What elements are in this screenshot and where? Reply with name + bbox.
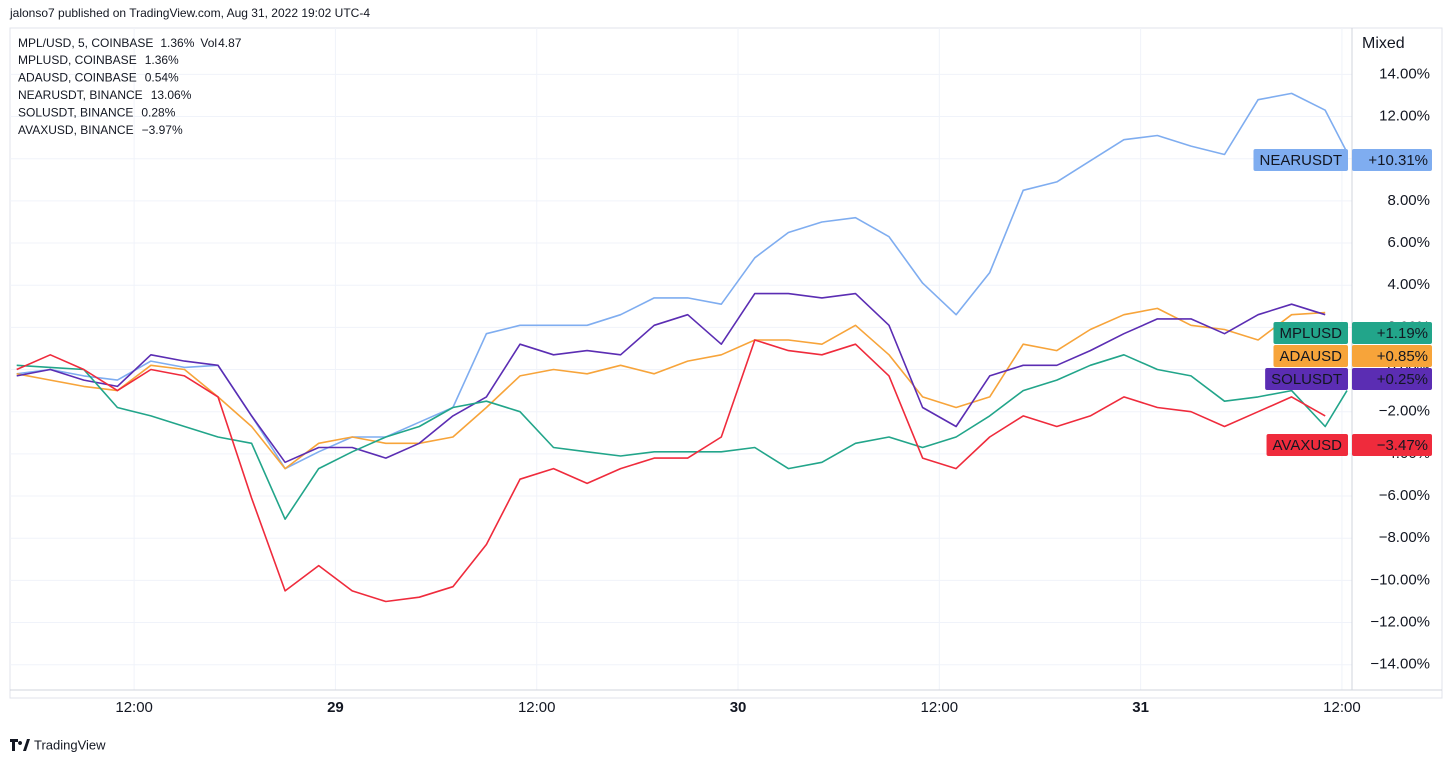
series-line — [16, 307, 1326, 470]
x-tick-label: 30 — [730, 699, 747, 716]
tag-name-bg — [1266, 434, 1348, 456]
tag-name: SOLUSDT — [1271, 371, 1342, 388]
x-tick-label: 12:00 — [1323, 699, 1361, 716]
tag-value-bg — [1352, 149, 1432, 171]
y-tick-label: −8.00% — [1379, 529, 1430, 546]
legend-value: 1.36% — [145, 53, 179, 67]
logo — [10, 739, 30, 751]
tag-name: ADAUSD — [1279, 348, 1342, 365]
grid — [10, 28, 1352, 690]
series-line — [16, 339, 1326, 603]
legend-value: −3.97% — [142, 123, 183, 137]
tag-name-bg — [1253, 149, 1348, 171]
x-tick-label: 12:00 — [115, 699, 153, 716]
legend-entry: SOLUSDT, BINANCE — [18, 106, 133, 120]
brand: TradingView — [34, 737, 106, 752]
tag-value-bg — [1352, 345, 1432, 367]
y-tick-label: −2.00% — [1379, 403, 1430, 420]
plot — [16, 92, 1348, 603]
tag-value: −3.47% — [1377, 437, 1428, 454]
y-tick-label: 6.00% — [1387, 234, 1430, 251]
tag-name-bg — [1273, 345, 1348, 367]
legend-entry: ADAUSD, COINBASE — [18, 71, 137, 85]
tag-value: +10.31% — [1368, 152, 1428, 169]
legend-change: 1.36% — [160, 36, 194, 50]
series-line — [16, 92, 1348, 470]
tag-value-bg — [1352, 322, 1432, 344]
x-tick-label: 31 — [1132, 699, 1149, 716]
legend-vol-label: Vol — [200, 36, 217, 50]
scale-mode[interactable]: Mixed — [1362, 35, 1405, 52]
y-tick-label: −14.00% — [1370, 656, 1430, 673]
y-tick-label: 4.00% — [1387, 276, 1430, 293]
tag-value-bg — [1352, 368, 1432, 390]
legend-value: 13.06% — [151, 88, 192, 102]
legend-symbol: MPL/USD, 5, COINBASE — [18, 36, 153, 50]
legend: MPL/USD, 5, COINBASE 1.36% Vol 4.87 MPLUSD, … — [18, 36, 242, 137]
y-tick-label: 8.00% — [1387, 192, 1430, 209]
publish-note: jalonso7 published on TradingView.com, A… — [9, 6, 370, 20]
legend-entry: MPLUSD, COINBASE — [18, 53, 137, 67]
x-tick-label: 12:00 — [921, 699, 959, 716]
tag-name-bg — [1265, 368, 1348, 390]
legend-vol-value: 4.87 — [218, 36, 242, 50]
tag-value: +0.25% — [1377, 371, 1428, 388]
series-line — [16, 354, 1348, 520]
y-tick-label: −12.00% — [1370, 614, 1430, 631]
legend-entry: NEARUSDT, BINANCE — [18, 88, 143, 102]
price-tags: NEARUSDT +10.31% MPLUSD +1.19% ADAUSD +0.85% S… — [1253, 149, 1432, 456]
tag-value: +1.19% — [1377, 325, 1428, 342]
axes: 14.00%12.00%10.00%8.00%6.00%4.00%2.00%0.… — [115, 65, 1430, 716]
x-tick-label: 12:00 — [518, 699, 556, 716]
series-line — [16, 292, 1326, 464]
tag-value: +0.85% — [1377, 348, 1428, 365]
legend-entry: AVAXUSD, BINANCE — [18, 123, 134, 137]
tag-value-bg — [1352, 434, 1432, 456]
y-tick-label: −10.00% — [1370, 571, 1430, 588]
y-tick-label: 12.00% — [1379, 108, 1430, 125]
legend-value: 0.54% — [145, 71, 179, 85]
legend-value: 0.28% — [141, 106, 175, 120]
chart-frame — [9, 27, 1443, 699]
y-tick-label: 14.00% — [1379, 65, 1430, 82]
x-tick-label: 29 — [327, 699, 344, 716]
tag-name: NEARUSDT — [1259, 152, 1342, 169]
tag-name-bg — [1273, 322, 1348, 344]
tag-name: AVAXUSD — [1273, 437, 1343, 454]
y-tick-label: −6.00% — [1379, 487, 1430, 504]
tag-name: MPLUSD — [1279, 325, 1342, 342]
